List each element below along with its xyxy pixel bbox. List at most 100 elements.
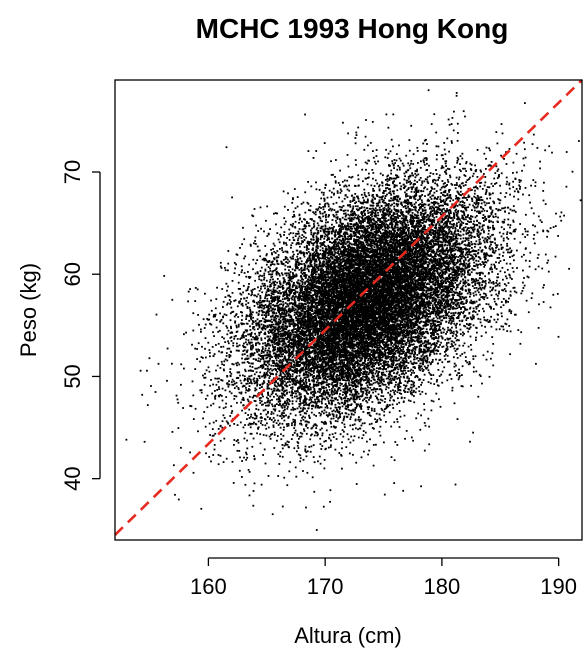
data-point xyxy=(310,411,313,414)
data-point xyxy=(368,289,371,292)
data-point xyxy=(344,334,346,337)
data-point xyxy=(494,289,497,292)
data-point xyxy=(307,202,310,205)
data-point xyxy=(355,256,358,259)
data-point xyxy=(503,158,505,160)
data-point xyxy=(396,198,398,201)
data-point xyxy=(423,215,425,218)
data-point xyxy=(288,340,290,343)
data-point xyxy=(304,289,307,292)
data-point xyxy=(283,412,285,414)
data-point xyxy=(427,89,430,92)
data-point xyxy=(424,325,427,327)
data-point xyxy=(406,221,409,224)
data-point xyxy=(236,424,239,426)
data-point xyxy=(397,342,400,345)
data-point xyxy=(329,270,332,273)
data-point xyxy=(211,346,214,348)
data-point xyxy=(330,316,333,319)
data-point xyxy=(481,188,484,190)
data-point xyxy=(429,351,432,354)
data-point xyxy=(348,384,351,387)
data-point xyxy=(293,333,295,336)
data-point xyxy=(499,209,502,212)
data-point xyxy=(507,223,509,226)
data-point xyxy=(483,292,485,295)
data-point xyxy=(293,215,296,218)
data-point xyxy=(331,296,334,299)
data-point xyxy=(414,172,417,175)
data-point xyxy=(237,441,240,444)
data-point xyxy=(302,470,304,472)
data-point xyxy=(398,351,401,353)
data-point xyxy=(489,226,491,229)
data-point xyxy=(352,408,355,411)
data-point xyxy=(427,369,430,372)
data-point xyxy=(404,356,407,359)
data-point xyxy=(342,228,345,230)
data-point xyxy=(299,341,302,344)
data-point xyxy=(332,292,335,295)
data-point xyxy=(376,282,379,285)
data-point xyxy=(426,356,429,359)
data-point xyxy=(450,236,453,239)
data-point xyxy=(343,226,346,228)
data-point xyxy=(321,244,324,246)
data-point xyxy=(283,351,286,353)
data-point xyxy=(422,333,424,336)
data-point xyxy=(279,455,281,458)
data-point xyxy=(214,313,217,316)
data-point xyxy=(456,225,458,227)
data-point xyxy=(250,294,253,297)
data-point xyxy=(449,298,452,301)
data-point xyxy=(409,400,412,402)
data-point xyxy=(457,132,459,134)
data-point xyxy=(208,456,211,458)
data-point xyxy=(303,312,306,315)
data-point xyxy=(378,371,381,373)
data-point xyxy=(163,275,166,277)
data-point xyxy=(252,504,255,507)
data-point xyxy=(269,344,272,347)
data-point xyxy=(221,363,224,366)
data-point xyxy=(267,340,269,342)
data-point xyxy=(227,285,229,288)
data-point xyxy=(331,191,333,194)
data-point xyxy=(258,289,261,292)
data-point xyxy=(312,456,315,458)
data-point xyxy=(451,331,453,334)
data-point xyxy=(415,387,418,390)
data-point xyxy=(472,186,475,189)
data-point xyxy=(293,383,296,386)
data-point xyxy=(411,316,414,318)
data-point xyxy=(446,303,448,305)
data-point xyxy=(308,421,310,424)
data-point xyxy=(444,182,446,184)
data-point xyxy=(363,191,366,194)
data-point xyxy=(361,212,364,214)
data-point xyxy=(242,335,245,337)
data-point xyxy=(444,209,447,212)
data-point xyxy=(462,312,464,315)
data-point xyxy=(383,190,386,193)
data-point xyxy=(246,305,249,308)
data-point xyxy=(462,237,465,240)
data-point xyxy=(361,168,364,171)
data-point xyxy=(338,326,341,329)
data-point xyxy=(486,202,488,205)
data-point xyxy=(229,319,232,322)
data-point xyxy=(243,257,245,260)
data-point xyxy=(363,450,365,453)
data-point xyxy=(391,225,393,228)
data-point xyxy=(247,389,249,392)
data-point xyxy=(382,339,384,342)
data-point xyxy=(462,229,465,231)
data-point xyxy=(327,228,330,231)
data-point xyxy=(312,370,315,372)
data-point xyxy=(472,226,475,229)
data-point xyxy=(440,245,443,248)
data-point xyxy=(341,311,344,313)
scatter-points xyxy=(125,89,582,531)
data-point xyxy=(344,224,346,227)
data-point xyxy=(468,231,471,233)
